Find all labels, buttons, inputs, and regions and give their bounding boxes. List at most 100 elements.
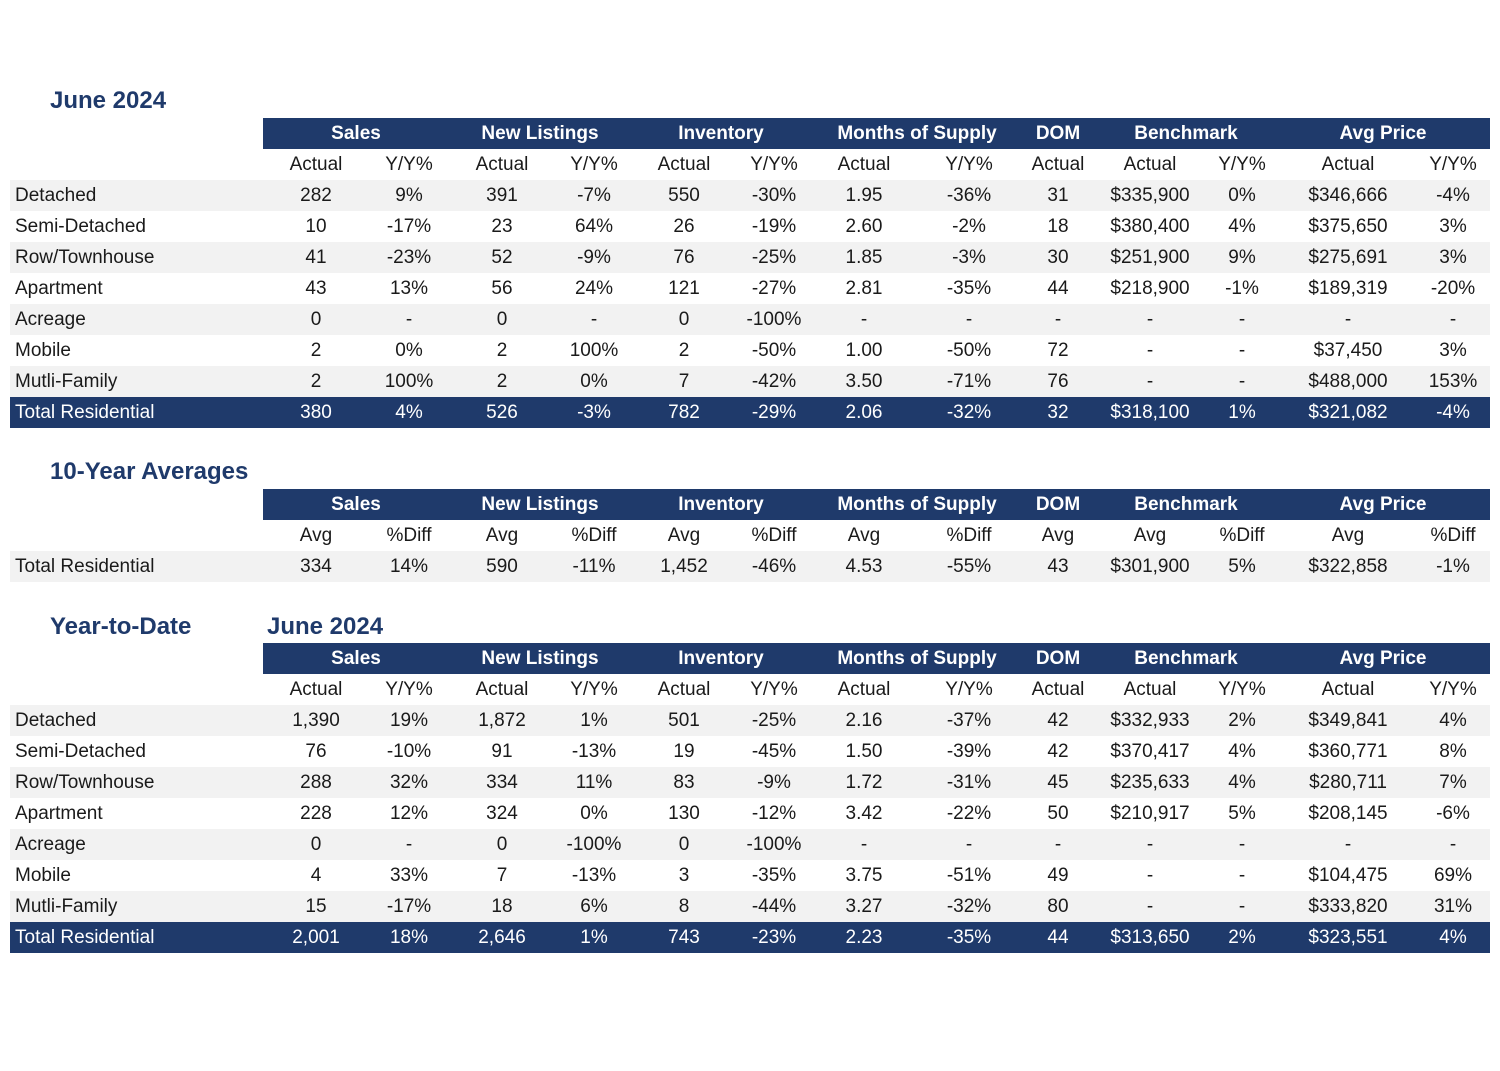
table-cell: $335,900 bbox=[1110, 185, 1190, 206]
table-cell: 32 bbox=[1047, 402, 1069, 423]
table-cell: 33% bbox=[389, 865, 429, 886]
table-cell: -100% bbox=[566, 834, 622, 855]
table-cell: $37,450 bbox=[1313, 340, 1383, 361]
ytd-group-header: Inventory bbox=[678, 648, 764, 669]
table-cell: - bbox=[1344, 309, 1352, 330]
table-cell: 19% bbox=[389, 710, 429, 731]
table-cell: 15 bbox=[305, 896, 327, 917]
ytd-group-header: Months of Supply bbox=[837, 648, 997, 669]
table-cell: - bbox=[1146, 340, 1154, 361]
monthly-subheader: Y/Y% bbox=[750, 154, 798, 175]
table-row: Mobile 4 33% 7 -13% 3 -35% 3.75 -51% 49 - - $104,475… bbox=[10, 860, 1490, 891]
table-cell: 0 bbox=[310, 834, 322, 855]
table-cell: 1.00 bbox=[845, 340, 883, 361]
table-cell: -1% bbox=[1225, 278, 1259, 299]
row-label: Mobile bbox=[15, 865, 71, 886]
row-label: Acreage bbox=[15, 834, 86, 855]
table-row: Row/Townhouse 288 32% 334 11% 83 -9% 1.72 -31% 45… bbox=[10, 767, 1490, 798]
table-cell: - bbox=[1054, 834, 1062, 855]
table-cell: - bbox=[1449, 834, 1457, 855]
table-cell: - bbox=[405, 309, 413, 330]
table-cell: 23 bbox=[491, 216, 513, 237]
ytd-subtitle: June 2024 bbox=[267, 613, 384, 640]
table-cell: $210,917 bbox=[1110, 803, 1190, 824]
ytd-title: Year-to-Date bbox=[50, 613, 192, 640]
table-cell: 2 bbox=[496, 371, 508, 392]
ytd-subheader: Y/Y% bbox=[385, 679, 433, 700]
monthly-subheader: Actual bbox=[837, 154, 891, 175]
table-cell: -42% bbox=[751, 371, 797, 392]
table-cell: - bbox=[1238, 340, 1246, 361]
table-cell: -4% bbox=[1436, 185, 1470, 206]
table-cell: 4% bbox=[1439, 927, 1467, 948]
table-cell: 43 bbox=[1047, 556, 1069, 577]
row-label: Apartment bbox=[15, 803, 103, 824]
monthly-subheader: Y/Y% bbox=[1218, 154, 1266, 175]
table-cell: 334 bbox=[300, 556, 332, 577]
table-cell: -17% bbox=[386, 216, 432, 237]
table-cell: $313,650 bbox=[1110, 927, 1190, 948]
table-cell: $380,400 bbox=[1110, 216, 1190, 237]
monthly-group-header: New Listings bbox=[481, 123, 599, 144]
table-cell: 42 bbox=[1047, 741, 1069, 762]
table-cell: 7% bbox=[1439, 772, 1467, 793]
table-cell: - bbox=[1344, 834, 1352, 855]
monthly-group-header-bar bbox=[263, 118, 1490, 149]
table-cell: 121 bbox=[668, 278, 700, 299]
table-cell: - bbox=[860, 309, 868, 330]
table-cell: 76 bbox=[305, 741, 327, 762]
table-cell: 0% bbox=[580, 803, 608, 824]
table-cell: 13% bbox=[389, 278, 429, 299]
table-cell: 1% bbox=[580, 927, 608, 948]
table-cell: -35% bbox=[946, 278, 992, 299]
table-cell: $349,841 bbox=[1308, 710, 1388, 731]
monthly-group-header: DOM bbox=[1035, 123, 1081, 144]
table-cell: $104,475 bbox=[1308, 865, 1388, 886]
table-cell: 0 bbox=[310, 309, 322, 330]
table-cell: 782 bbox=[668, 402, 700, 423]
row-label: Row/Townhouse bbox=[15, 247, 155, 268]
table-row: Semi-Detached 76 -10% 91 -13% 19 -45% 1.50 -39% 4… bbox=[10, 736, 1490, 767]
row-label: Mobile bbox=[15, 340, 71, 361]
table-cell: 8 bbox=[678, 896, 690, 917]
table-cell: 228 bbox=[300, 803, 332, 824]
ytd-subheader: Y/Y% bbox=[570, 679, 618, 700]
table-cell: 42 bbox=[1047, 710, 1069, 731]
table-row: Acreage 0 - 0 -100% 0 -100% - - - - - - - bbox=[10, 829, 1490, 860]
table-cell: 2,001 bbox=[292, 927, 340, 948]
table-cell: 0% bbox=[395, 340, 423, 361]
table-cell: - bbox=[1238, 371, 1246, 392]
table-cell: 10 bbox=[305, 216, 327, 237]
averages-subheader: %Diff bbox=[386, 525, 432, 546]
table-row: Apartment 228 12% 324 0% 130 -12% 3.42 -22% 50 $21… bbox=[10, 798, 1490, 829]
table-cell: 2 bbox=[496, 340, 508, 361]
table-cell: 2,646 bbox=[478, 927, 526, 948]
table-cell: 1% bbox=[1228, 402, 1256, 423]
table-cell: - bbox=[1146, 371, 1154, 392]
row-label: Mutli-Family bbox=[15, 896, 118, 917]
ytd-subheader: Actual bbox=[475, 679, 529, 700]
table-cell: $333,820 bbox=[1308, 896, 1388, 917]
table-cell: 2.16 bbox=[845, 710, 883, 731]
table-cell: 1.50 bbox=[845, 741, 883, 762]
table-cell: 9% bbox=[1228, 247, 1256, 268]
table-cell: 72 bbox=[1047, 340, 1069, 361]
ytd-subheader: Actual bbox=[657, 679, 711, 700]
row-label: Mutli-Family bbox=[15, 371, 118, 392]
ytd-group-header: DOM bbox=[1035, 648, 1081, 669]
table-cell: -1% bbox=[1436, 556, 1470, 577]
table-cell: -35% bbox=[946, 927, 992, 948]
table-cell: 44 bbox=[1047, 927, 1069, 948]
table-cell: 9% bbox=[395, 185, 423, 206]
table-cell: -35% bbox=[751, 865, 797, 886]
monthly-subheader: Actual bbox=[1031, 154, 1085, 175]
table-row: Semi-Detached 10 -17% 23 64% 26 -19% 2.60 -2% 18 $… bbox=[10, 211, 1490, 242]
row-label: Semi-Detached bbox=[15, 216, 146, 237]
averages-table: Sales New Listings Inventory Months of Supp… bbox=[10, 489, 1490, 582]
table-cell: $323,551 bbox=[1308, 927, 1388, 948]
table-cell: 153% bbox=[1428, 371, 1478, 392]
table-cell: 45 bbox=[1047, 772, 1069, 793]
ytd-subheader: Actual bbox=[1031, 679, 1085, 700]
table-cell: 18% bbox=[389, 927, 429, 948]
table-cell: 501 bbox=[668, 710, 700, 731]
